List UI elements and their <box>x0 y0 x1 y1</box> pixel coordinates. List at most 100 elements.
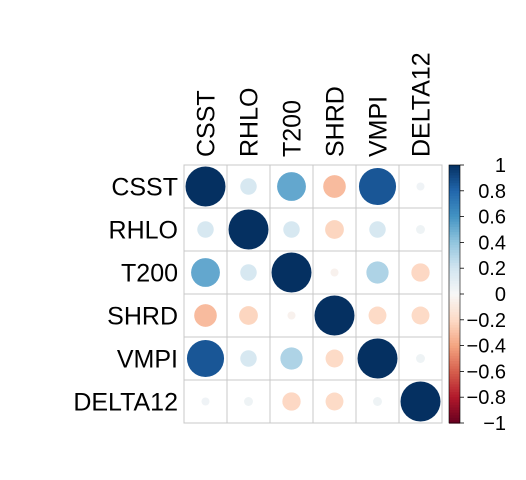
colorbar-segment <box>449 232 460 236</box>
colorbar-segment <box>449 386 460 391</box>
colorbar-segment <box>449 327 460 331</box>
colorbar-segment <box>449 188 460 192</box>
column-label-t200: T200 <box>279 100 307 157</box>
colorbar-segment <box>449 190 460 194</box>
colorbar-segment <box>449 165 460 169</box>
colorbar-segment <box>449 317 460 321</box>
colorbar-segment <box>449 216 460 220</box>
colorbar-segment <box>449 322 460 326</box>
colorbar-segment <box>449 177 460 182</box>
colorbar-segment <box>449 270 460 274</box>
colorbar-segment <box>449 244 460 249</box>
colorbar-segment <box>449 376 460 380</box>
colorbar-segment <box>449 291 460 295</box>
colorbar-segment <box>449 410 460 414</box>
colorbar-segment <box>449 314 460 318</box>
colorbar-tick-label: 0.6 <box>478 207 506 229</box>
correlation-circle-delta12-shrd <box>325 392 344 411</box>
colorbar-segment <box>449 420 460 424</box>
colorbar-segment <box>449 239 460 243</box>
correlation-circle-delta12-rhlo <box>244 397 253 406</box>
row-label-rhlo: RHLO <box>109 217 178 245</box>
colorbar-segment <box>449 350 460 354</box>
correlation-circle-vmpi-rhlo <box>240 350 257 367</box>
colorbar-segment <box>449 358 460 362</box>
colorbar-segment <box>449 260 460 264</box>
colorbar-segment <box>449 183 460 187</box>
colorbar-segment <box>449 304 460 308</box>
correlation-circle-csst-csst <box>185 166 226 207</box>
colorbar-segment <box>449 371 460 375</box>
colorbar-segment <box>449 312 460 316</box>
column-labels: CSST RHLO T200 SHRD VMPI DELTA12 <box>193 52 436 157</box>
correlation-circle-t200-shrd <box>330 268 339 277</box>
colorbar-tick-label: −0.4 <box>467 336 506 358</box>
correlation-circle-t200-t200 <box>271 252 312 293</box>
row-label-shrd: SHRD <box>107 303 178 331</box>
colorbar-segment <box>449 379 460 383</box>
row-labels: CSST RHLO T200 SHRD VMPI DELTA12 <box>73 174 178 417</box>
colorbar-segment <box>449 211 460 215</box>
colorbar-segment <box>449 384 460 388</box>
colorbar-segment <box>449 237 460 241</box>
correlation-circle-shrd-csst <box>194 304 217 327</box>
colorbar-segment <box>449 275 460 280</box>
colorbar-segment <box>449 193 460 197</box>
colorbar-segment <box>449 340 460 344</box>
colorbar-segment <box>449 319 460 323</box>
row-label-t200: T200 <box>121 260 178 288</box>
colorbar-segment <box>449 335 460 339</box>
correlation-circle-csst-shrd <box>323 175 346 198</box>
colorbar-tick-label: −0.6 <box>467 361 506 383</box>
colorbar-segment <box>449 345 460 349</box>
correlation-circle-t200-vmpi <box>366 261 389 284</box>
colorbar-segment <box>449 337 460 342</box>
colorbar-segment <box>449 389 460 393</box>
correlation-circle-shrd-shrd <box>314 295 355 336</box>
correlation-circle-rhlo-vmpi <box>369 221 386 238</box>
colorbar-segment <box>449 366 460 370</box>
color-legend: 1 0.8 0.6 0.4 0.2 0 −0.2 −0.4 −0.6 −0.8 −1 <box>448 155 506 435</box>
colorbar-segment <box>449 195 460 200</box>
colorbar-segment <box>449 226 460 231</box>
colorbar-segment <box>449 343 460 347</box>
grid-cell <box>226 250 271 295</box>
colorbar-segment <box>449 404 460 409</box>
column-label-shrd: SHRD <box>322 86 350 157</box>
correlation-circle-shrd-delta12 <box>411 306 430 325</box>
correlation-circle-delta12-delta12 <box>400 381 441 422</box>
correlation-circle-rhlo-csst <box>197 221 214 238</box>
correlation-grid <box>183 164 443 424</box>
colorbar-segment <box>449 224 460 228</box>
colorbar-segment <box>449 255 460 259</box>
correlation-circle-shrd-vmpi <box>368 306 387 325</box>
colorbar-segment <box>449 219 460 223</box>
colorbar-segment <box>449 198 460 202</box>
colorbar-tick-label: 0 <box>495 284 506 306</box>
colorbar-tick-label: 0.2 <box>478 258 506 280</box>
colorbar-tick-label: 0.8 <box>478 181 506 203</box>
colorbar-segment <box>449 172 460 176</box>
colorbar-segment <box>449 407 460 411</box>
colorbar-segment <box>449 296 460 300</box>
colorbar-segment <box>449 175 460 179</box>
correlation-circle-vmpi-vmpi <box>357 338 398 379</box>
colorbar-segment <box>449 392 460 396</box>
colorbar-segment <box>449 402 460 406</box>
colorbar-segment <box>449 399 460 403</box>
colorbar-segment <box>449 273 460 277</box>
colorbar-segment <box>449 268 460 272</box>
colorbar-segment <box>449 247 460 251</box>
colorbar-segment <box>449 203 460 207</box>
correlation-circle-csst-delta12 <box>416 182 425 191</box>
correlation-circle-delta12-t200 <box>282 392 301 411</box>
colorbar-segment <box>449 185 460 189</box>
correlation-circle-csst-rhlo <box>240 178 257 195</box>
correlation-circle-vmpi-t200 <box>280 347 303 370</box>
correlation-circle-rhlo-rhlo <box>228 209 269 250</box>
correlation-circle-vmpi-shrd <box>325 349 344 368</box>
colorbar-segment <box>449 283 460 287</box>
correlation-circle-shrd-t200 <box>287 311 296 320</box>
colorbar-segment <box>449 363 460 367</box>
